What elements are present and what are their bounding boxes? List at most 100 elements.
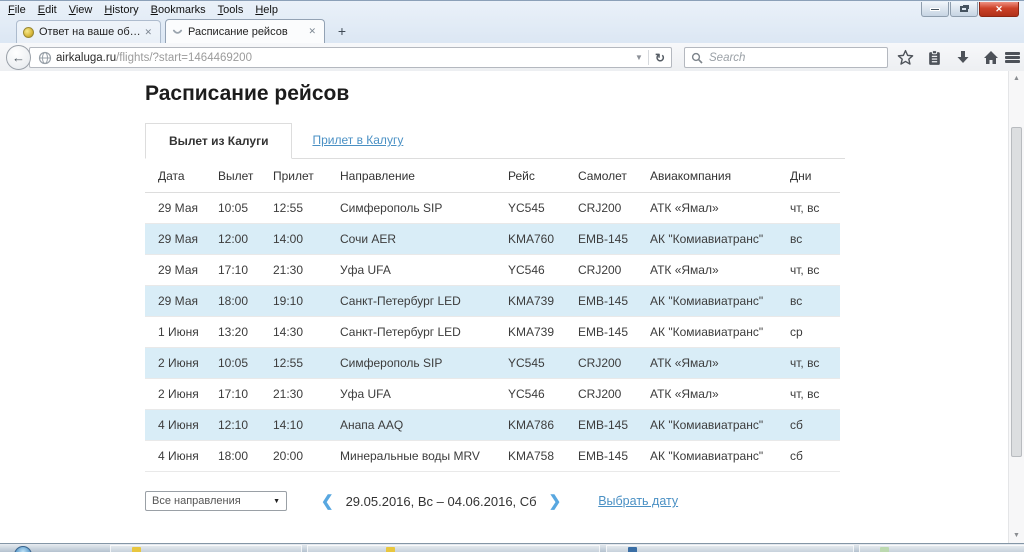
cell-date: 4 Июня [145,440,205,472]
page-content: Расписание рейсов Вылет из Калуги Прилет… [0,71,1024,543]
tab-title: Расписание рейсов [188,25,288,38]
select-dropdown-icon: ▼ [273,497,280,505]
cell-date: 29 Мая [145,254,205,286]
search-box[interactable] [684,47,888,68]
browser-tab-1[interactable]: Ответ на ваше обращени... ✕ [16,20,161,43]
restore-button[interactable] [950,2,978,17]
cell-departure-time: 17:10 [205,254,260,286]
page-title: Расписание рейсов [145,82,350,105]
cell-aircraft: CRJ200 [565,254,637,286]
cell-flight-number: KMA739 [495,285,565,317]
cell-airline: АТК «Ямал» [637,347,777,379]
taskbar-app-icon [880,547,889,552]
schedule-controls: Все направления ▼ ❮ 29.05.2016, Вс – 04.… [145,491,845,511]
cell-departure-time: 13:20 [205,316,260,348]
new-tab-button[interactable]: + [337,23,347,39]
cell-arrival-time: 14:30 [260,316,327,348]
menu-item[interactable]: Edit [37,3,57,16]
flights-table: Дата Вылет Прилет Направление Рейс Самолет Ави… [145,159,840,472]
menu-item[interactable]: Tools [217,3,244,16]
pick-date-link[interactable]: Выбрать дату [598,494,679,508]
taskbar-button[interactable] [307,545,600,552]
cell-aircraft: EMB-145 [565,285,637,317]
prev-week-button[interactable]: ❮ [321,492,334,510]
cell-destination: Сочи AER [327,223,495,255]
downloads-icon[interactable] [951,46,975,69]
table-row: 29 Мая 18:00 19:10 Санкт-Петербург LED K… [145,285,840,317]
menu-item[interactable]: Help [255,3,278,16]
reload-icon[interactable]: ↻ [654,50,665,65]
browser-chrome: File Edit View History Bookmarks Tools Help ✕ … [0,0,1024,72]
cell-airline: АТК «Ямал» [637,378,777,410]
scroll-down-icon[interactable]: ▼ [1013,532,1020,539]
minimize-button[interactable] [921,2,949,17]
table-row: 2 Июня 10:05 12:55 Симферополь SIP YC545… [145,347,840,379]
schedule-tabs: Вылет из Калуги Прилет в Калугу [145,122,845,159]
minimize-icon [930,7,940,11]
direction-filter-select[interactable]: Все направления ▼ [145,491,287,511]
column-header: Дата [145,159,205,193]
menu-item[interactable]: View [68,3,93,16]
cell-days: чт, вс [777,347,840,379]
taskbar-button[interactable] [606,545,854,552]
cell-arrival-time: 12:55 [260,347,327,379]
bookmarks-clipboard-icon[interactable] [922,46,946,69]
tab-close-icon[interactable]: ✕ [144,26,152,37]
table-row: 29 Мая 10:05 12:55 Симферополь SIP YC545… [145,192,840,224]
cell-aircraft: CRJ200 [565,192,637,224]
cell-airline: АК "Комиавиатранс" [637,285,777,317]
vertical-scrollbar[interactable]: ▲ ▼ [1008,71,1024,543]
tab-strip: Ответ на ваше обращени... ✕ Расписание р… [0,17,1024,43]
cell-date: 2 Июня [145,378,205,410]
cell-arrival-time: 21:30 [260,378,327,410]
cell-departure-time: 10:05 [205,192,260,224]
search-input[interactable] [707,50,887,65]
menu-hamburger-icon[interactable] [1000,46,1024,69]
cell-date: 1 Июня [145,316,205,348]
flights-table-body: 29 Мая 10:05 12:55 Симферополь SIP YC545… [145,192,840,472]
cell-aircraft: CRJ200 [565,347,637,379]
tab-arrivals-link[interactable]: Прилет в Калугу [312,133,404,147]
cell-destination: Санкт-Петербург LED [327,316,495,348]
cell-days: вс [777,285,840,317]
cell-airline: АТК «Ямал» [637,254,777,286]
bookmark-star-icon[interactable] [893,46,917,69]
url-path: /flights/?start=1464469200 [116,51,252,64]
cell-arrival-time: 21:30 [260,254,327,286]
scroll-up-icon[interactable]: ▲ [1013,75,1020,82]
taskbar-button[interactable] [110,545,302,552]
menu-item[interactable]: History [104,3,139,16]
cell-days: вс [777,223,840,255]
close-window-button[interactable]: ✕ [979,2,1019,17]
table-row: 29 Мая 12:00 14:00 Сочи AER KMA760 EMB-1… [145,223,840,255]
restore-icon [960,6,968,12]
cell-arrival-time: 20:00 [260,440,327,472]
browser-tab-2-active[interactable]: Расписание рейсов ✕ [165,19,325,43]
scrollbar-thumb[interactable] [1011,127,1022,457]
cell-destination: Санкт-Петербург LED [327,285,495,317]
menu-item[interactable]: Bookmarks [150,3,206,16]
taskbar-button[interactable] [859,545,1024,552]
cell-airline: АК "Комиавиатранс" [637,316,777,348]
menu-item[interactable]: File [8,3,26,16]
url-bar[interactable]: airkaluga.ru/flights/?start=1464469200 ▼… [29,47,672,68]
table-row: 4 Июня 12:10 14:10 Анапа AAQ KMA786 EMB-… [145,409,840,441]
divider [647,50,649,65]
table-row: 2 Июня 17:10 21:30 Уфа UFA YC546 CRJ200 … [145,378,840,410]
tab-departures[interactable]: Вылет из Калуги [145,123,293,159]
tab-title: Ответ на ваше обращени... [39,26,142,38]
menu-bar: File Edit View History Bookmarks Tools Help [2,2,284,17]
home-icon[interactable] [979,46,1003,69]
urlbar-dropdown-icon[interactable]: ▼ [635,53,643,62]
start-button[interactable] [14,546,32,552]
cell-destination: Анапа AAQ [327,409,495,441]
cell-flight-number: YC545 [495,347,565,379]
tab-close-icon[interactable]: ✕ [308,26,316,36]
cell-destination: Симферополь SIP [327,192,495,224]
cell-airline: АК "Комиавиатранс" [637,409,777,441]
back-button[interactable]: ← [6,45,31,70]
date-range-label: 29.05.2016, Вс – 04.06.2016, Сб [345,493,537,509]
cell-date: 29 Мая [145,192,205,224]
next-week-button[interactable]: ❯ [548,492,562,510]
cell-flight-number: YC546 [495,378,565,410]
